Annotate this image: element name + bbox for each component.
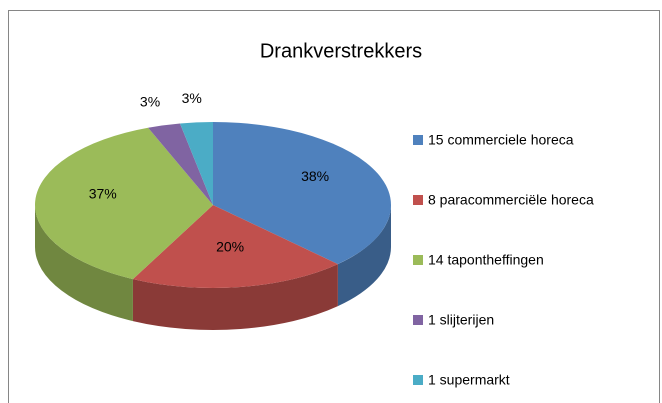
legend-swatch	[413, 255, 423, 265]
legend-swatch	[413, 195, 423, 205]
legend-swatch	[413, 375, 423, 385]
data-label: 3%	[140, 94, 160, 110]
slice-side	[337, 205, 391, 307]
chart-title: Drankverstrekkers	[260, 40, 422, 62]
slice-side	[34, 205, 133, 322]
legend-label: 8 paracommerciële horeca	[428, 192, 594, 208]
legend-swatch	[413, 135, 423, 145]
legend-label: 15 commerciele horeca	[428, 132, 574, 148]
data-label: 20%	[216, 239, 244, 255]
data-label: 37%	[89, 185, 117, 201]
slice	[213, 122, 391, 265]
slice	[179, 122, 213, 205]
legend-label: 14 tapontheffingen	[428, 252, 544, 268]
slice	[34, 127, 214, 280]
data-label: 38%	[301, 168, 329, 184]
legend-swatch	[413, 315, 423, 325]
data-label: 3%	[182, 90, 202, 106]
legend-label: 1 slijterijen	[428, 312, 494, 328]
slice-side	[132, 264, 338, 330]
slice	[148, 123, 213, 205]
slice	[132, 205, 338, 288]
legend-label: 1 supermarkt	[428, 372, 510, 388]
